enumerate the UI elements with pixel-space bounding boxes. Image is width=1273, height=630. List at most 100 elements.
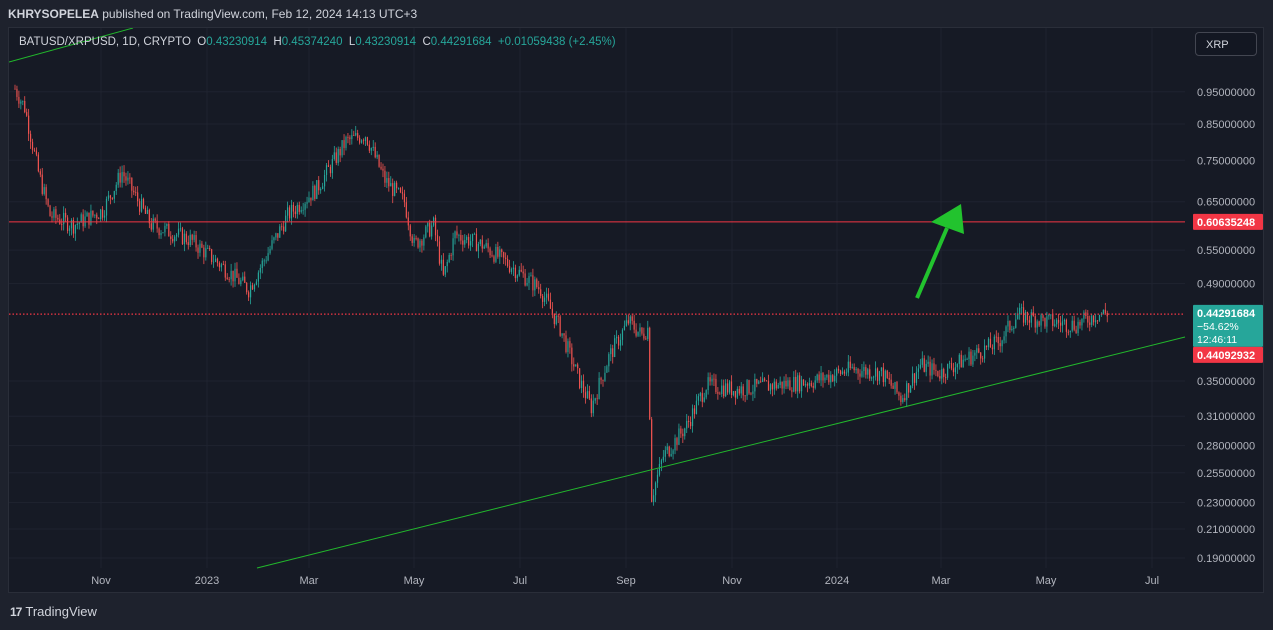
candle-345: [686, 414, 688, 434]
candle-88: [185, 231, 187, 245]
candle-body: [715, 378, 717, 393]
candle-body: [168, 223, 170, 237]
price-chart[interactable]: 0.95000000 0.85000000 0.75000000 0.65000000…: [9, 28, 1264, 593]
author-name[interactable]: KHRYSOPELEA: [8, 7, 99, 21]
candle-450: [890, 373, 892, 389]
candle-423: [837, 365, 840, 374]
candle-body: [501, 249, 503, 253]
last-price-tag: [1193, 304, 1263, 347]
candle-452: [894, 381, 896, 395]
candle-body: [378, 154, 380, 167]
candle-12: [37, 152, 39, 173]
candle-351: [697, 393, 699, 406]
candle-209: [421, 239, 423, 253]
candle-503: [993, 334, 995, 355]
candle-63: [137, 186, 139, 207]
candle-body: [869, 369, 871, 379]
currency-button[interactable]: XRP: [1195, 32, 1257, 56]
candle-277: [553, 313, 555, 329]
candle-338: [672, 448, 674, 460]
candle-514: [1015, 312, 1017, 329]
candle-536: [1057, 313, 1060, 329]
candle-336: [668, 445, 670, 458]
early-trendline: [9, 28, 134, 63]
symbol-info[interactable]: BATUSD/XRPUSD, 1D, CRYPTO: [19, 36, 191, 48]
candle-body: [892, 385, 894, 389]
candle-510: [1007, 315, 1009, 333]
candle-body: [867, 369, 869, 375]
candle-body: [1005, 326, 1007, 337]
candle-body: [925, 363, 927, 372]
candle-body: [563, 333, 565, 336]
candle-70: [150, 218, 152, 232]
candle-485: [958, 353, 960, 370]
candle-50: [111, 197, 113, 201]
candle-body: [1085, 312, 1087, 316]
candle-115: [238, 273, 240, 285]
candle-body: [736, 388, 738, 398]
candle-body: [454, 231, 456, 239]
candle-body: [1081, 318, 1083, 326]
candle-body: [1044, 317, 1046, 327]
candle-521: [1028, 315, 1030, 330]
candle-body: [647, 327, 649, 340]
candle-body: [380, 166, 382, 169]
candle-543: [1071, 315, 1073, 333]
candle-body: [543, 297, 546, 302]
candle-body: [653, 495, 655, 502]
candle-500: [987, 337, 990, 351]
candle-body: [37, 154, 39, 172]
candle-317: [631, 313, 633, 325]
candle-218: [438, 236, 441, 266]
candle-238: [477, 241, 479, 259]
candle-body: [29, 133, 32, 142]
candle-84: [177, 221, 180, 238]
price-axis[interactable]: 0.95000000 0.85000000 0.75000000 0.65000000…: [1197, 87, 1255, 565]
candle-body: [16, 88, 18, 97]
candle-body: [748, 380, 750, 394]
high-label: H: [273, 36, 282, 48]
candle-267: [534, 276, 536, 297]
candle-386: [765, 380, 768, 382]
candle-135: [277, 233, 279, 241]
candle-404: [800, 375, 803, 398]
candle-body: [580, 380, 583, 388]
candle-body: [853, 367, 855, 371]
candle-body: [357, 133, 359, 138]
candle-body: [1067, 331, 1069, 333]
candle-body: [323, 174, 326, 187]
candle-body: [174, 236, 176, 242]
arrow-head-icon: [931, 204, 964, 234]
candle-7: [28, 108, 30, 141]
candle-body: [308, 197, 310, 203]
candle-body: [569, 341, 571, 348]
candle-body: [74, 224, 76, 234]
candle-425: [841, 367, 844, 375]
candle-507: [1001, 339, 1003, 353]
candle-188: [380, 162, 382, 171]
candle-20: [53, 206, 55, 221]
candle-464: [917, 364, 920, 379]
candle-body: [993, 336, 995, 350]
candle-315: [627, 314, 629, 326]
candle-body: [452, 238, 454, 256]
candle-471: [931, 359, 933, 380]
candle-91: [191, 233, 193, 246]
candle-body: [688, 420, 690, 422]
tradingview-logo-icon[interactable]: 17: [10, 604, 22, 619]
candle-body: [76, 223, 78, 225]
candle-body: [341, 140, 343, 156]
chart-pane[interactable]: 0.95000000 0.85000000 0.75000000 0.65000000…: [8, 27, 1264, 593]
candle-476: [941, 363, 943, 385]
time-axis[interactable]: Nov 2023 Mar May Jul Sep Nov 2024 Mar May Jul: [91, 575, 1159, 587]
candle-body: [292, 204, 295, 212]
candle-body: [911, 373, 914, 386]
candle-513: [1013, 326, 1015, 334]
candle-90: [189, 229, 191, 248]
candle-body: [590, 398, 592, 414]
candle-body: [148, 209, 150, 224]
brand-name[interactable]: TradingView: [25, 604, 97, 619]
candle-body: [462, 240, 464, 245]
candle-body: [804, 384, 807, 386]
candle-body: [181, 228, 184, 245]
